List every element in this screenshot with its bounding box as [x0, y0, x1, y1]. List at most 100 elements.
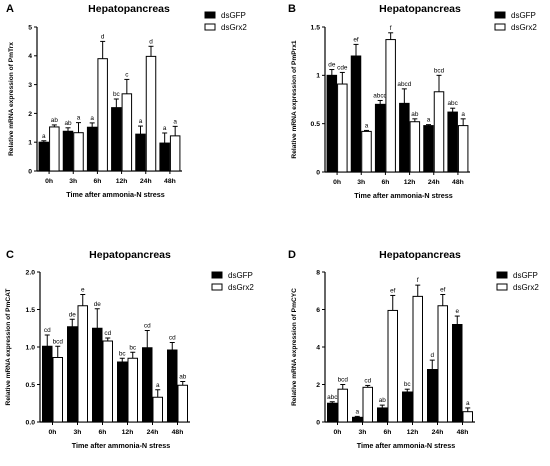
x-tick-label: 0h — [49, 429, 57, 436]
significance-label: cd — [44, 327, 51, 334]
panel-b: B Hepatopancreas 0 0.5 1 1.5 Relative mRNA exp… — [288, 3, 537, 200]
legend-swatch — [211, 271, 223, 279]
chart-title: Hepatopancreas — [88, 3, 170, 15]
x-tick-label: 48h — [452, 179, 464, 186]
legend-swatch — [494, 11, 506, 19]
x-tick-label: 12h — [116, 178, 128, 185]
significance-label: e — [455, 308, 459, 315]
legend-swatch — [496, 271, 508, 279]
significance-label: ab — [51, 117, 59, 124]
y-tick-label: 3 — [28, 82, 32, 89]
legend-label: dsGFP — [228, 271, 253, 280]
x-axis-label: Time after ammonia-N stress — [72, 441, 171, 450]
significance-label: bc — [119, 350, 127, 357]
significance-label: a — [365, 122, 369, 129]
bar-dsgfp — [374, 103, 386, 173]
y-axis-label: Relative mRNA expression of PmCYC — [291, 288, 298, 406]
significance-label: abc — [327, 394, 338, 401]
significance-label: f — [417, 277, 419, 284]
bar-dsgrx2 — [412, 295, 423, 423]
bar-dsgrx2 — [127, 357, 138, 423]
significance-label: abcd — [397, 81, 411, 88]
bar-dsgfp — [142, 347, 153, 423]
x-axis-label: Time after ammonia-N stress — [66, 190, 165, 199]
legend-swatch — [496, 283, 508, 291]
significance-label: ef — [353, 36, 359, 43]
bar-dsgfp — [377, 407, 388, 423]
y-tick-label: 0 — [316, 419, 320, 426]
bar-dsgfp — [423, 125, 434, 173]
significance-label: ef — [440, 287, 446, 294]
significance-label: a — [427, 117, 431, 124]
significance-label: de — [69, 311, 77, 318]
x-tick-label: 6h — [99, 429, 107, 436]
panel-label: C — [6, 249, 14, 261]
significance-label: de — [328, 62, 336, 69]
significance-label: abc — [448, 100, 459, 107]
bar-dsgrx2 — [145, 55, 157, 172]
significance-label: a — [163, 125, 167, 132]
y-tick-label: 0.5 — [311, 121, 321, 128]
x-tick-label: 12h — [122, 429, 134, 436]
bar-dsgrx2 — [177, 384, 188, 423]
x-tick-label: 12h — [404, 179, 416, 186]
bar-dsgrx2 — [361, 130, 372, 173]
x-axis-label: Time after ammonia-N stress — [354, 191, 453, 200]
x-tick-label: 48h — [164, 178, 176, 185]
y-tick-label: 1.5 — [311, 24, 321, 31]
y-tick-label: 1.0 — [26, 344, 36, 351]
bar-dsgfp — [447, 111, 458, 173]
y-tick-label: 4 — [28, 53, 32, 60]
bar-dsgfp — [42, 345, 53, 423]
x-axis-label: Time after ammonia-N stress — [357, 441, 456, 450]
bar-dsgrx2 — [77, 305, 88, 423]
significance-label: a — [173, 118, 177, 125]
bar-dsgfp — [86, 126, 98, 172]
x-tick-label: 24h — [147, 429, 159, 436]
significance-label: ef — [390, 287, 396, 294]
bar-dsgfp — [159, 142, 170, 172]
legend-label: dsGFP — [513, 271, 538, 280]
bar-dsgfp — [327, 402, 338, 423]
significance-label: bcd — [434, 67, 445, 74]
y-tick-label: 0 — [316, 169, 320, 176]
significance-label: abcd — [373, 92, 387, 99]
bar-dsgfp — [117, 361, 128, 423]
significance-label: bc — [404, 381, 412, 388]
x-tick-label: 6h — [384, 429, 392, 436]
bar-dsgrx2 — [152, 396, 163, 423]
bar-dsgrx2 — [52, 357, 63, 423]
bar-dsgfp — [135, 133, 146, 172]
y-axis-label: Relative mRNA expression of PmPrx1 — [291, 40, 298, 158]
bar-dsgrx2 — [121, 93, 133, 172]
y-tick-label: 8 — [316, 269, 320, 276]
y-axis-label: Relative mRNA expression of PmCAT — [5, 289, 12, 406]
bar-dsgrx2 — [433, 91, 445, 173]
significance-label: cd — [364, 377, 371, 384]
legend-swatch — [211, 283, 223, 291]
significance-label: a — [355, 408, 359, 415]
panel-label: A — [6, 3, 14, 15]
significance-label: a — [139, 118, 143, 125]
significance-label: f — [390, 25, 392, 32]
panel-label: B — [288, 3, 296, 15]
bar-dsgfp — [67, 326, 78, 423]
x-tick-label: 6h — [381, 179, 389, 186]
significance-label: de — [94, 301, 102, 308]
bar-dsgrx2 — [97, 58, 108, 172]
legend-label: dsGrx2 — [221, 23, 247, 32]
chart-title: Hepatopancreas — [89, 249, 171, 261]
bar-dsgfp — [326, 74, 338, 173]
bar-dsgfp — [111, 107, 122, 172]
x-tick-label: 3h — [69, 178, 77, 185]
bar-dsgrx2 — [337, 388, 348, 423]
x-tick-label: 3h — [359, 429, 367, 436]
x-tick-label: 6h — [93, 178, 101, 185]
bar-dsgfp — [399, 102, 410, 173]
y-tick-label: 1 — [316, 73, 320, 80]
x-tick-label: 0h — [333, 179, 341, 186]
y-tick-label: 1 — [28, 140, 32, 147]
y-axis-label: Relative mRNA expression of PmTrx — [8, 42, 15, 156]
significance-label: cd — [104, 330, 111, 337]
